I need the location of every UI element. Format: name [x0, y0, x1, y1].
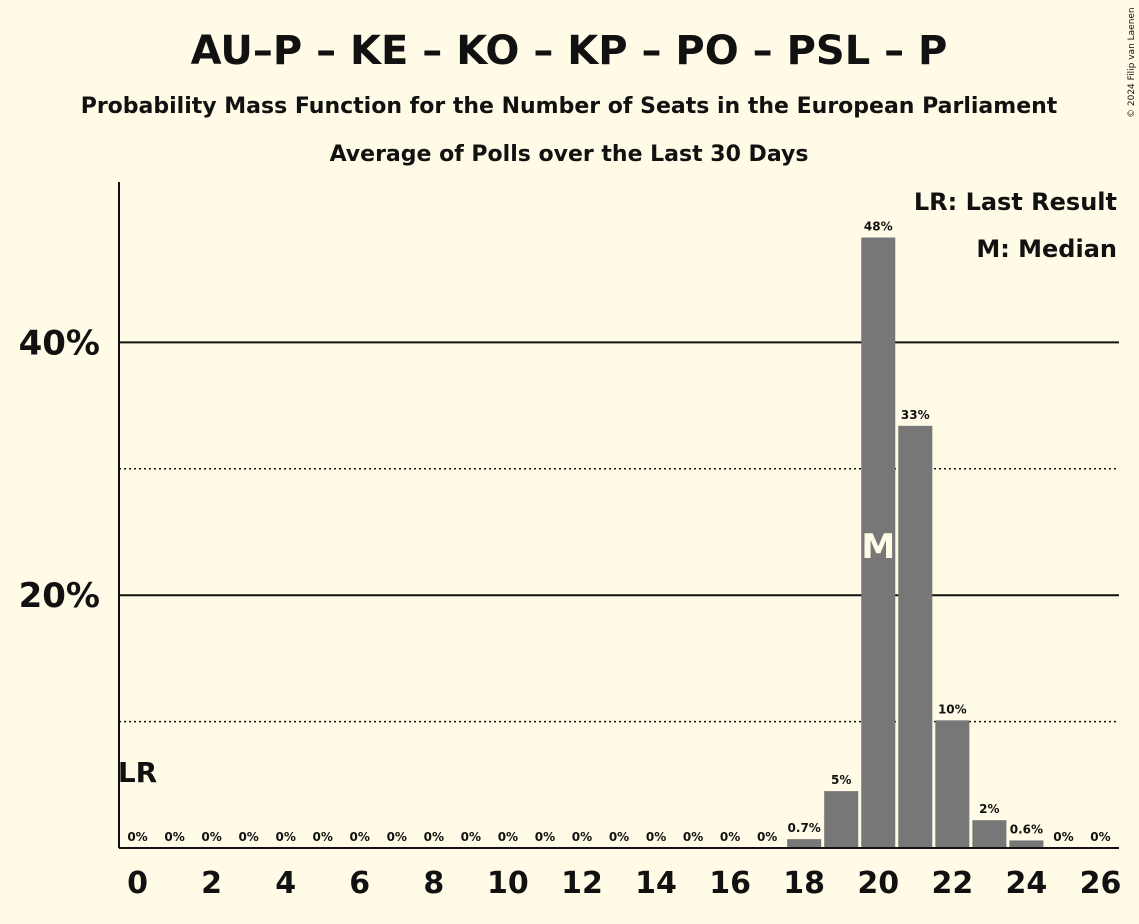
- markers: LR M: [118, 527, 895, 789]
- bar-value-label: 0%: [757, 830, 777, 844]
- bar-seat-21: [898, 425, 933, 848]
- x-tick-label: 10: [487, 866, 529, 901]
- x-tick-label: 20: [857, 866, 899, 901]
- bar-value-label: 0%: [535, 830, 555, 844]
- bar-seat-19: [824, 791, 859, 848]
- gridlines: [119, 341, 1119, 723]
- median-marker: M: [861, 527, 895, 567]
- bar-value-label: 0%: [683, 830, 703, 844]
- bar-value-label: 10%: [938, 702, 967, 716]
- copyright-notice: © 2024 Filip van Laenen: [1127, 7, 1137, 118]
- bar-value-label: 0%: [720, 830, 740, 844]
- bar-seat-24: [1009, 840, 1044, 848]
- bar-value-label: 5%: [831, 773, 851, 787]
- bar-seat-20: [861, 237, 896, 848]
- bar-value-label: 0%: [387, 830, 407, 844]
- bar-value-label: 0%: [313, 830, 333, 844]
- x-tick-label: 8: [423, 866, 444, 901]
- bar-value-labels: 0% 0% 0% 0% 0% 0% 0% 0% 0% 0% 0% 0% 0% 0% 0% 0% 0% 0% 0.7%…: [127, 219, 1110, 844]
- y-tick-label: 40%: [19, 323, 100, 363]
- bar-value-label: 0%: [127, 830, 147, 844]
- legend-last-result: LR: Last Result: [914, 188, 1117, 216]
- bar-value-label: 0%: [350, 830, 370, 844]
- bars: [787, 237, 1044, 848]
- bar-value-label: 0%: [1053, 830, 1073, 844]
- chart-subtitle-period: Average of Polls over the Last 30 Days: [330, 142, 809, 167]
- x-tick-label: 24: [1006, 866, 1048, 901]
- chart-subtitle: Probability Mass Function for the Number…: [81, 94, 1058, 119]
- bar-value-label: 0%: [609, 830, 629, 844]
- legend-median: M: Median: [976, 235, 1117, 263]
- bar-value-label: 0%: [275, 830, 295, 844]
- last-result-marker: LR: [118, 756, 157, 789]
- x-tick-label: 0: [127, 866, 148, 901]
- x-tick-label: 18: [783, 866, 825, 901]
- bar-value-label: 0%: [238, 830, 258, 844]
- y-tick-labels: 20% 40%: [19, 323, 100, 616]
- bar-value-label: 48%: [864, 219, 893, 233]
- x-tick-label: 22: [931, 866, 973, 901]
- x-tick-label: 4: [275, 866, 296, 901]
- x-tick-label: 12: [561, 866, 603, 901]
- bar-value-label: 0%: [424, 830, 444, 844]
- bar-value-label: 33%: [901, 408, 930, 422]
- bar-seat-23: [972, 820, 1007, 848]
- x-tick-label: 26: [1080, 866, 1122, 901]
- bar-seat-22: [935, 720, 970, 848]
- bar-value-label: 0.6%: [1010, 822, 1043, 836]
- x-tick-label: 16: [709, 866, 751, 901]
- x-tick-label: 14: [635, 866, 677, 901]
- bar-value-label: 0%: [461, 830, 481, 844]
- chart-title: AU–P – KE – KO – KP – PO – PSL – P: [191, 28, 948, 74]
- bar-value-label: 0.7%: [788, 821, 821, 835]
- x-tick-labels: 0 2 4 6 8 10 12 14 16 18 20 22 24 26: [127, 866, 1121, 901]
- x-tick-label: 2: [201, 866, 222, 901]
- bar-value-label: 0%: [164, 830, 184, 844]
- bar-value-label: 0%: [646, 830, 666, 844]
- bar-value-label: 0%: [1090, 830, 1110, 844]
- y-tick-label: 20%: [19, 576, 100, 616]
- x-tick-label: 6: [349, 866, 370, 901]
- bar-seat-18: [787, 839, 822, 848]
- bar-value-label: 0%: [201, 830, 221, 844]
- bar-value-label: 2%: [979, 802, 999, 816]
- bar-value-label: 0%: [498, 830, 518, 844]
- bar-value-label: 0%: [572, 830, 592, 844]
